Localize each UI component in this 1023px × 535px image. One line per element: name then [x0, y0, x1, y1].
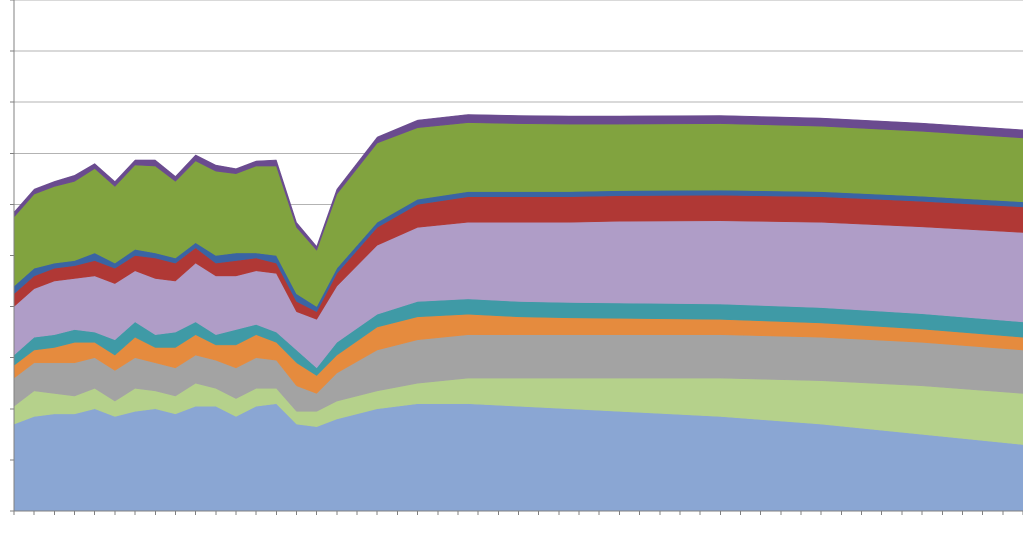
stacked-area-chart: [0, 0, 1023, 535]
area-stack: [14, 114, 1023, 511]
chart-svg: [0, 0, 1023, 535]
